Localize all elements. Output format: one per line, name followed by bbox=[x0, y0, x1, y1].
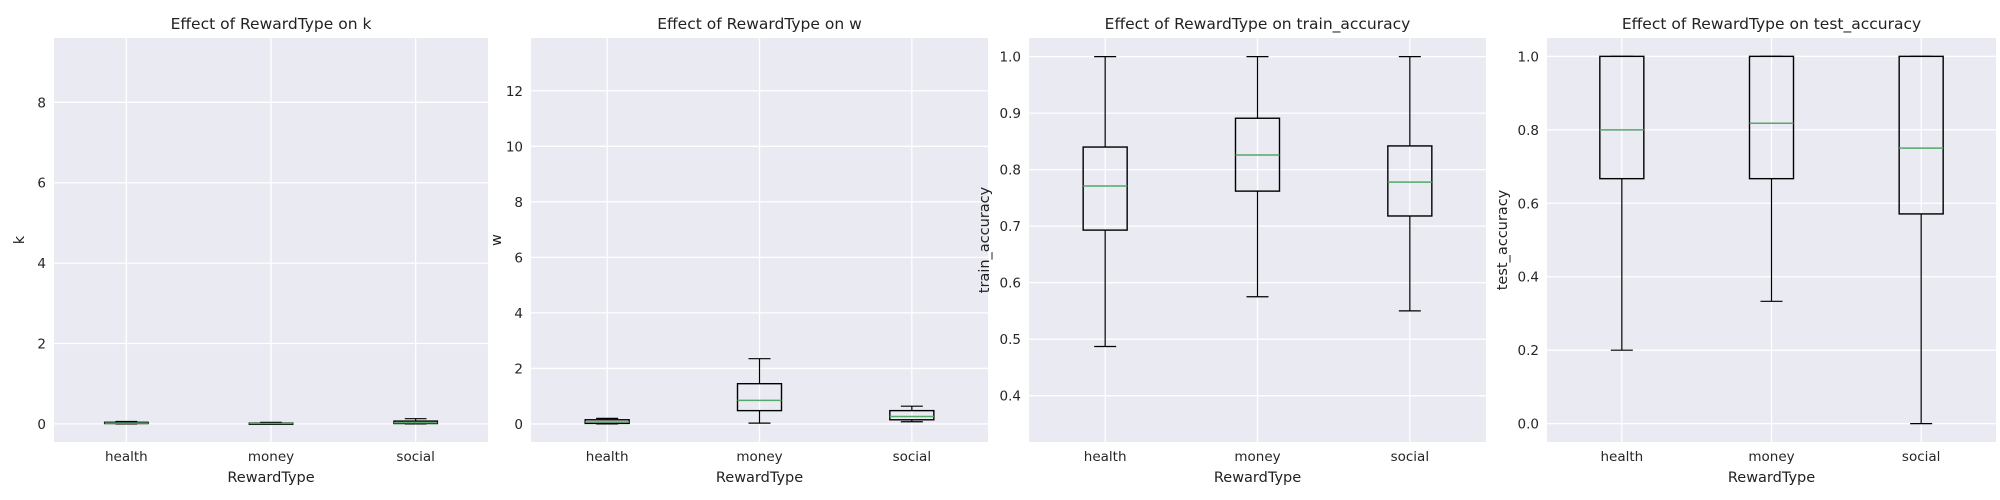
box-health bbox=[1082, 56, 1128, 348]
y-tick-label: 0.6 bbox=[1518, 196, 1539, 212]
x-tick-label: social bbox=[1902, 449, 1941, 465]
box-money bbox=[1748, 55, 1795, 302]
y-axis-label: w bbox=[489, 234, 505, 246]
y-axis-label: train_accuracy bbox=[977, 186, 993, 293]
box-health bbox=[1599, 55, 1645, 351]
x-tick-label: health bbox=[1084, 449, 1127, 465]
chart-title: Effect of RewardType on w bbox=[657, 15, 862, 33]
y-tick-label: 0.4 bbox=[1000, 389, 1021, 405]
y-tick-label: 0.8 bbox=[1000, 163, 1021, 179]
y-tick-label: 12 bbox=[506, 84, 523, 100]
iqr-box bbox=[1387, 145, 1433, 217]
iqr-box bbox=[889, 409, 935, 421]
chart-title: Effect of RewardType on test_accuracy bbox=[1622, 15, 1921, 34]
chart-1: 0 2 4 6 8 health money social Effect of RewardTy… bbox=[12, 15, 488, 486]
y-tick-label: 0 bbox=[37, 417, 46, 433]
box-health bbox=[584, 417, 630, 425]
y-tick-label: 0.0 bbox=[1518, 417, 1539, 433]
y-tick-label: 2 bbox=[37, 337, 46, 353]
y-axis-label: k bbox=[12, 235, 28, 244]
y-tick-label: 0.6 bbox=[1000, 276, 1021, 292]
y-tick-label: 10 bbox=[506, 139, 523, 155]
x-tick-label: money bbox=[248, 449, 294, 465]
iqr-box bbox=[1082, 146, 1128, 231]
x-axis-label: RewardType bbox=[1728, 470, 1815, 486]
box-social bbox=[889, 405, 935, 423]
y-tick-label: 1.0 bbox=[1000, 50, 1021, 66]
chart-2: 0 2 4 6 8 10 12 health money social Effect of Rewa… bbox=[489, 15, 988, 486]
y-axis-label: test_accuracy bbox=[1495, 189, 1511, 290]
y-tick-label: 0.9 bbox=[1000, 106, 1021, 122]
x-tick-label: health bbox=[586, 449, 629, 465]
box-social bbox=[1898, 55, 1944, 425]
x-tick-label: social bbox=[396, 449, 435, 465]
iqr-box bbox=[1898, 55, 1944, 215]
chart-4: 0.0 0.2 0.4 0.6 0.8 1.0 health money social Effec… bbox=[1495, 15, 1996, 486]
y-tick-label: 1.0 bbox=[1518, 49, 1539, 65]
box-money bbox=[1234, 56, 1281, 298]
x-tick-label: social bbox=[893, 449, 932, 465]
x-axis-label: RewardType bbox=[716, 470, 803, 486]
x-axis-label: RewardType bbox=[227, 470, 314, 486]
iqr-box bbox=[1748, 55, 1795, 180]
x-tick-label: health bbox=[1600, 449, 1643, 465]
y-tick-label: 0.4 bbox=[1518, 270, 1539, 286]
chart-title: Effect of RewardType on k bbox=[171, 15, 372, 33]
y-tick-label: 4 bbox=[37, 256, 46, 272]
x-tick-label: money bbox=[1234, 449, 1280, 465]
y-tick-label: 0.5 bbox=[1000, 332, 1021, 348]
y-tick-label: 8 bbox=[37, 95, 46, 111]
box-social bbox=[1387, 56, 1433, 312]
box-health bbox=[103, 420, 149, 425]
chart-title: Effect of RewardType on train_accuracy bbox=[1105, 15, 1411, 34]
box-money bbox=[248, 421, 294, 426]
y-tick-label: 0.7 bbox=[1000, 219, 1021, 235]
box-money bbox=[736, 358, 783, 424]
x-tick-label: social bbox=[1391, 449, 1430, 465]
x-tick-label: money bbox=[736, 449, 782, 465]
x-tick-label: health bbox=[105, 449, 148, 465]
iqr-box bbox=[1599, 55, 1645, 180]
y-tick-label: 0 bbox=[514, 417, 523, 433]
box-social bbox=[393, 418, 439, 425]
chart-3: 0.4 0.5 0.6 0.7 0.8 0.9 1.0 health money social Ef… bbox=[977, 15, 1486, 486]
iqr-box bbox=[736, 382, 783, 412]
y-tick-label: 2 bbox=[514, 361, 523, 377]
y-tick-label: 4 bbox=[514, 306, 523, 322]
y-tick-label: 8 bbox=[514, 195, 523, 211]
y-tick-label: 6 bbox=[37, 176, 46, 192]
y-tick-label: 0.8 bbox=[1518, 123, 1539, 139]
x-axis-label: RewardType bbox=[1214, 470, 1301, 486]
y-tick-label: 0.2 bbox=[1518, 343, 1539, 359]
y-tick-label: 6 bbox=[514, 250, 523, 266]
x-tick-label: money bbox=[1748, 449, 1794, 465]
